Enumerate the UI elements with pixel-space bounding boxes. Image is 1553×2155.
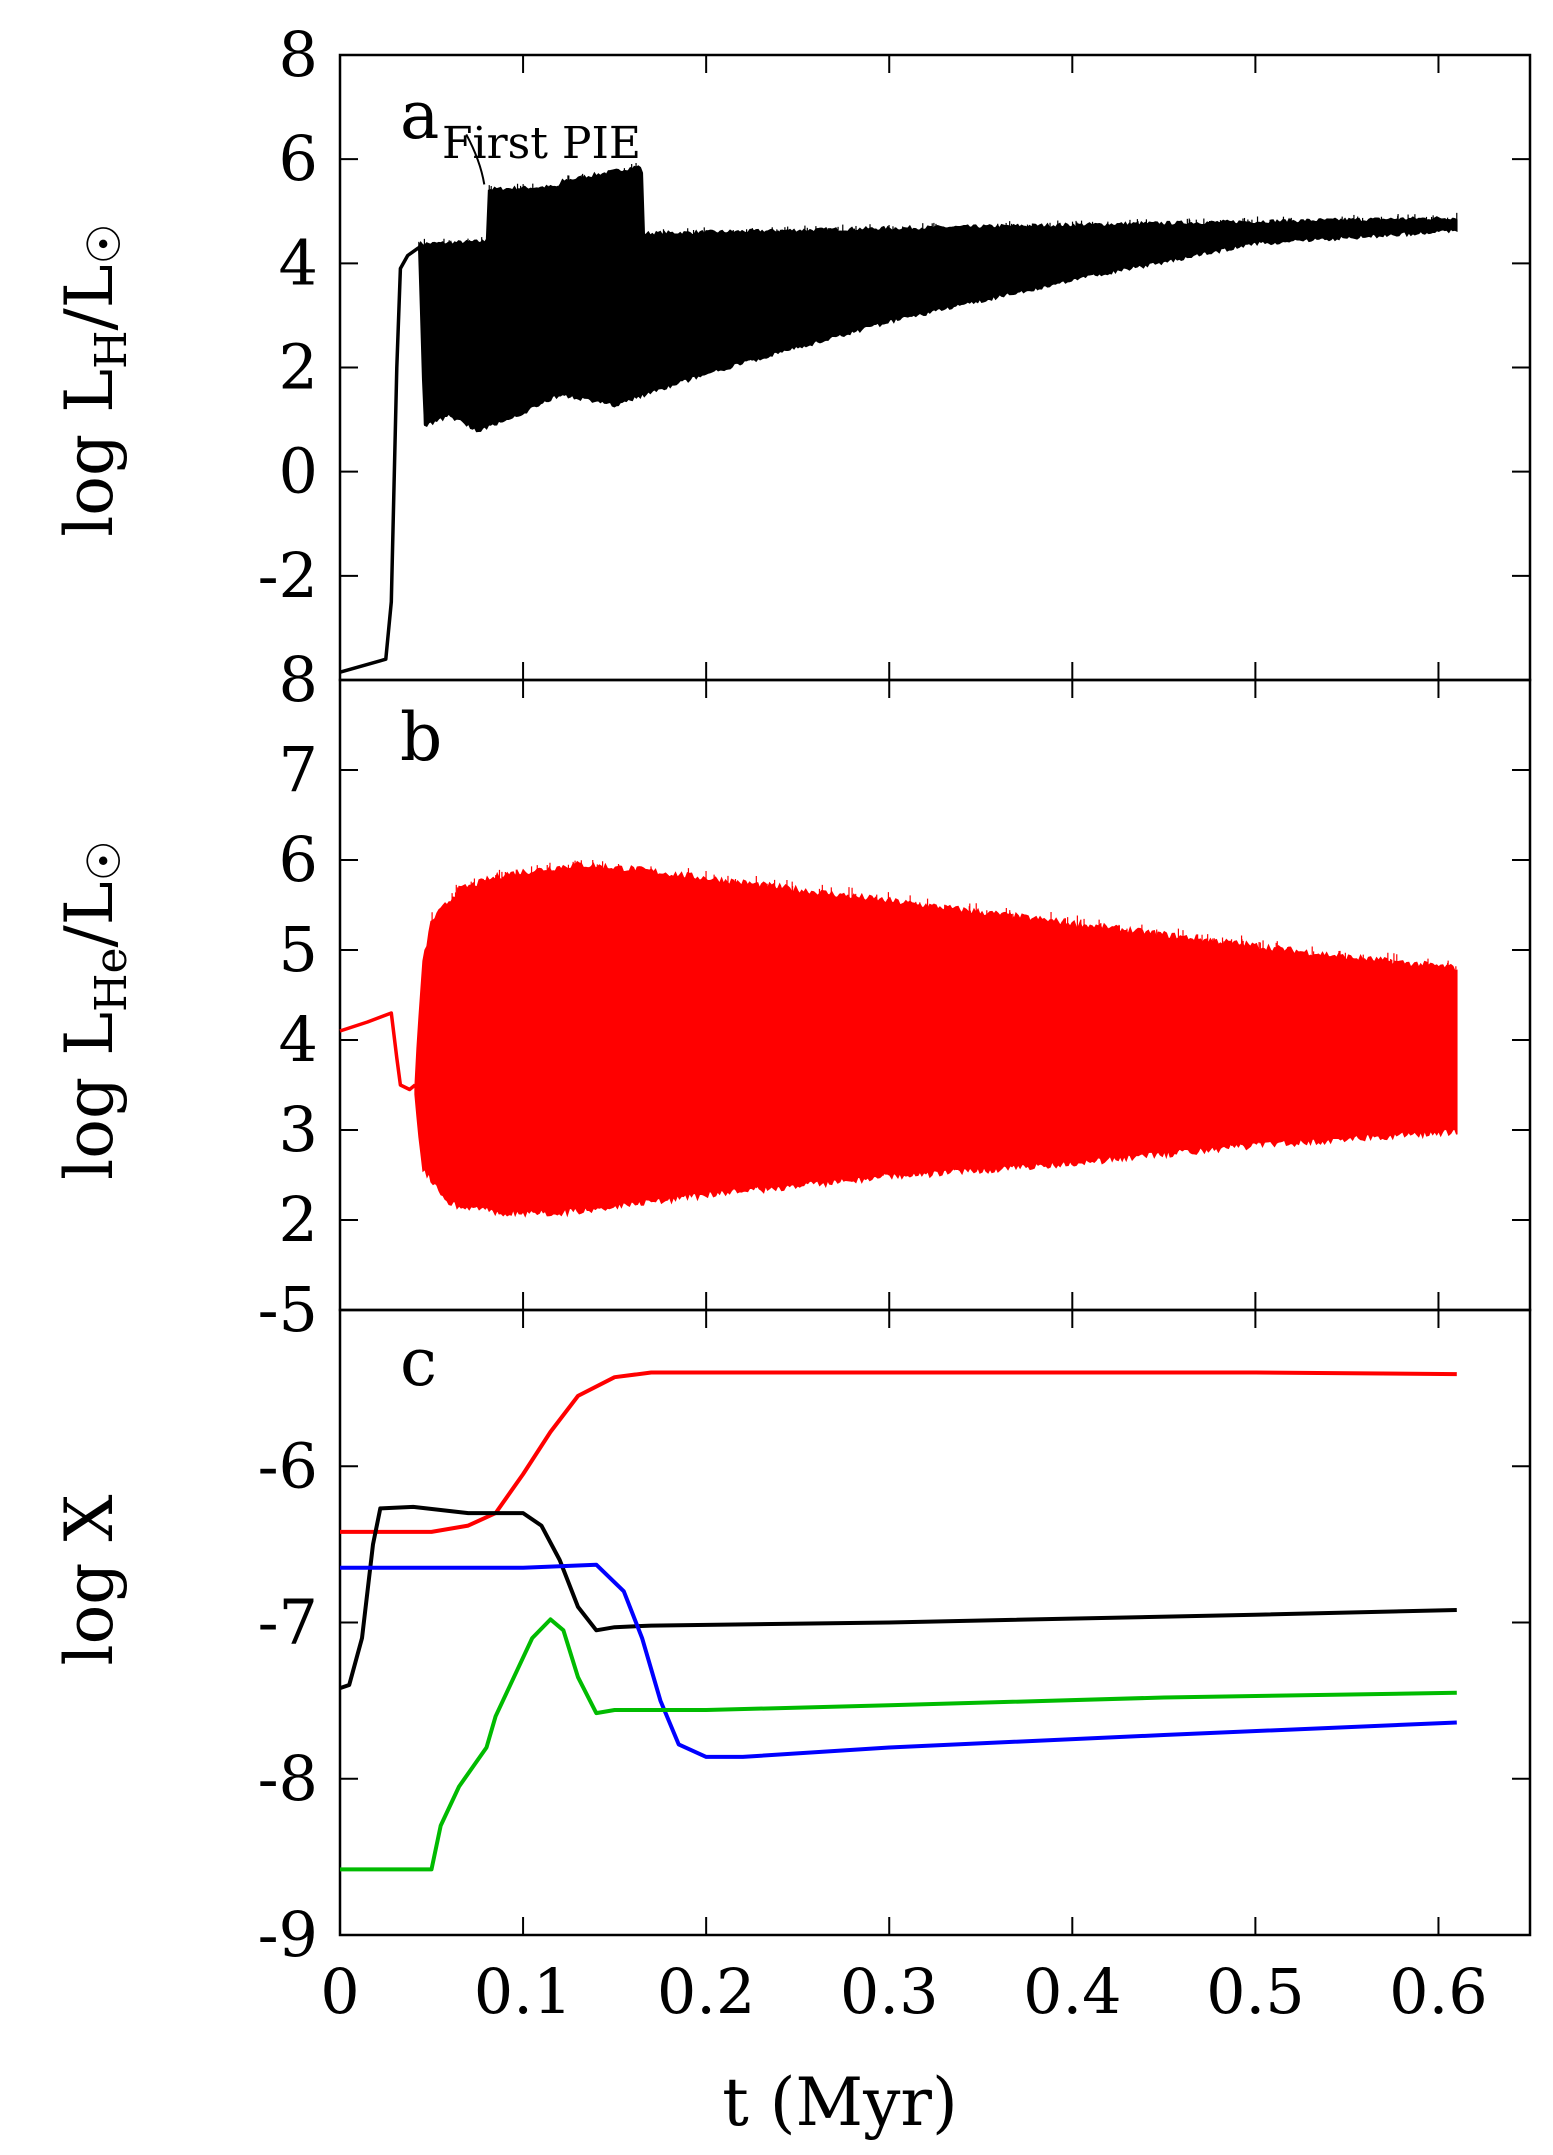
y-tick-label: -9 [258, 1898, 318, 1971]
x-tick-label: 0.1 [474, 1955, 573, 2028]
y-tick-label: 4 [279, 226, 318, 299]
abundance-line-series-0 [340, 1370, 1457, 1534]
panel-c-ylabel: log X [51, 1494, 128, 1665]
panel-a-letter: a [400, 77, 439, 154]
panel-b: 7 6 5 4 3 2 -5 [258, 678, 1532, 1346]
y-tick-label: 6 [279, 823, 318, 896]
x-tick-label: 0.5 [1206, 1955, 1305, 2028]
x-tick-label: 0.3 [840, 1955, 939, 2028]
x-tick-label: 0 [320, 1955, 359, 2028]
panel-b-ylabel: log LHe/L☉ [51, 840, 137, 1180]
abundance-line-series-1 [339, 1504, 1457, 1690]
y-tick-label: -2 [258, 539, 318, 612]
abundance-line-series-2 [340, 1562, 1457, 1759]
y-tick-label: 8 [279, 18, 318, 91]
x-tick-label: 0.4 [1023, 1955, 1122, 2028]
pre-oscillation-line-series-0 [339, 1011, 417, 1092]
x-axis-title: t (Myr) [722, 2064, 957, 2141]
first-pie-pointer [465, 133, 486, 185]
y-tick-label: 0 [279, 435, 318, 508]
y-tick-label: 3 [279, 1093, 318, 1166]
y-tick-label: -5 [258, 1273, 318, 1346]
y-tick-label: 2 [279, 1183, 318, 1256]
panel-c-letter: c [400, 1324, 437, 1401]
oscillation-band-series-0 [414, 860, 1458, 1218]
first-pie-annotation: First PIE [442, 118, 641, 169]
panel-c: 0 0.1 0.2 0.3 0.4 0.5 0.6 -6 -7 -8 -9 [258, 1308, 1532, 2028]
pre-oscillation-line-series-0 [339, 246, 420, 674]
y-tick-label: 5 [279, 913, 318, 986]
panel-a: 8 6 4 2 0 -2 8 [258, 18, 1532, 716]
abundance-line-series-3 [340, 1617, 1457, 1872]
y-tick-label: 2 [279, 331, 318, 404]
panel-b-letter: b [400, 699, 442, 776]
y-tick-label: -6 [258, 1429, 318, 1502]
y-tick-label: 4 [279, 1003, 318, 1076]
x-tick-label: 0.6 [1389, 1955, 1488, 2028]
y-tick-label: -8 [258, 1742, 318, 1815]
panel-a-ylabel: log LH/L☉ [51, 223, 137, 537]
y-tick-label: 8 [279, 643, 318, 716]
x-tick-label: 0.2 [657, 1955, 756, 2028]
y-tick-label: 7 [279, 733, 318, 806]
y-tick-label: 6 [279, 122, 318, 195]
oscillation-band-series-0 [417, 165, 1458, 433]
y-tick-label: -7 [258, 1586, 318, 1659]
